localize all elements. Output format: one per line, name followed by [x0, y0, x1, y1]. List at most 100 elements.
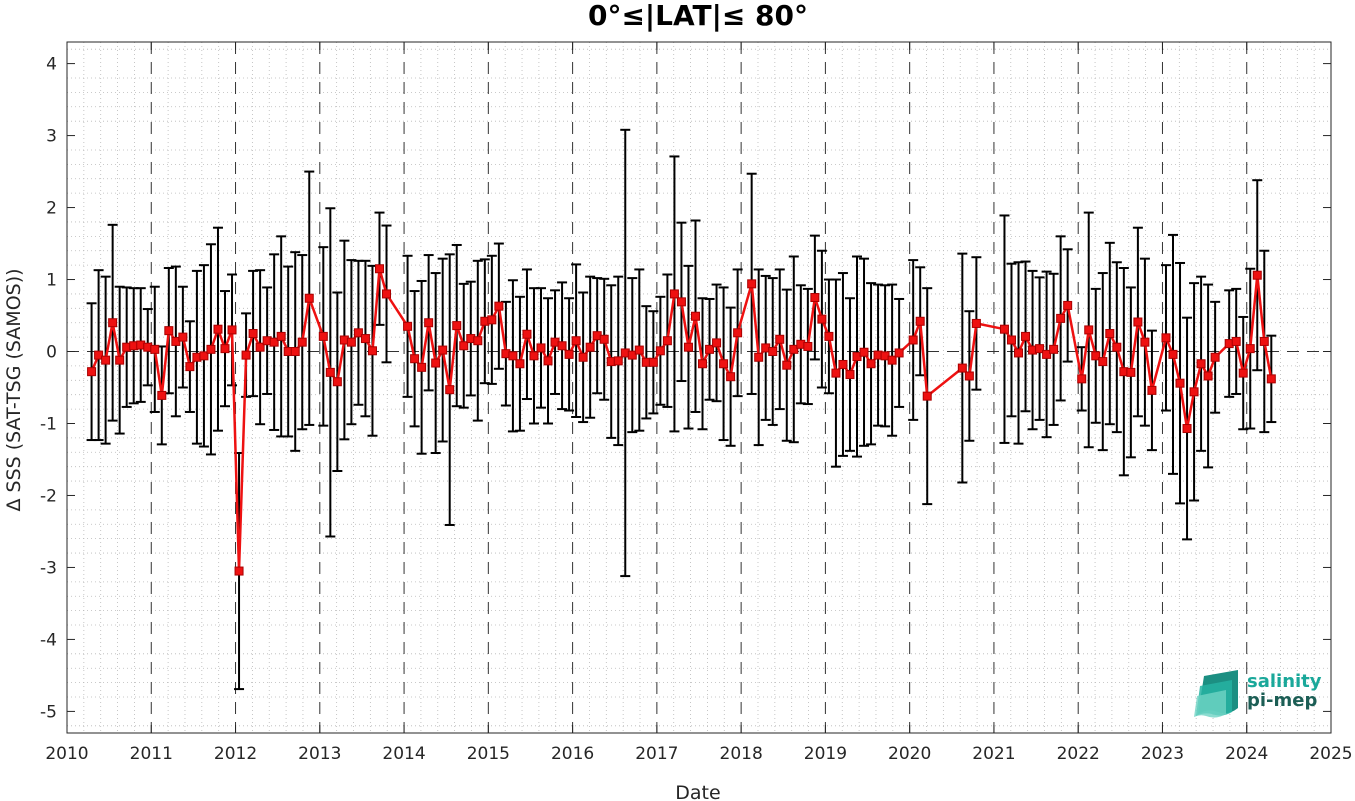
data-point [564, 349, 574, 359]
data-point [964, 371, 974, 381]
data-point [908, 335, 918, 345]
data-point [508, 351, 518, 361]
data-point [894, 348, 904, 358]
data-point [290, 347, 300, 357]
axis-ticks [66, 42, 1332, 733]
x-tick-label: 2013 [298, 744, 341, 764]
data-point [227, 325, 237, 335]
plot-frame [66, 41, 1332, 734]
x-tick-label: 2019 [804, 744, 847, 764]
y-tick-label: 3 [46, 127, 57, 147]
y-tick-label: 2 [46, 199, 57, 219]
data-point [817, 314, 827, 324]
data-point [999, 324, 1009, 334]
y-tick-label: 1 [46, 271, 57, 291]
error-bars [86, 128, 1277, 691]
x-tick-label: 2025 [1309, 744, 1352, 764]
data-point [199, 351, 209, 361]
data-point [108, 318, 118, 328]
data-point [1098, 357, 1108, 367]
x-tick-label: 2010 [45, 744, 88, 764]
data-point [346, 337, 356, 347]
y-tick-label: -3 [40, 558, 57, 578]
data-point [754, 352, 764, 362]
data-point [662, 336, 672, 346]
data-point [810, 293, 820, 303]
data-point [1112, 342, 1122, 352]
data-point [234, 566, 244, 576]
data-point [1252, 270, 1262, 280]
data-point [360, 334, 370, 344]
data-point [733, 328, 743, 338]
y-tick-label: -2 [40, 486, 57, 506]
data-point [719, 359, 729, 369]
data-point [1126, 367, 1136, 377]
data-point [859, 347, 869, 357]
data-point [803, 341, 813, 351]
x-tick-label: 2020 [888, 744, 931, 764]
data-point [627, 350, 637, 360]
data-point [1266, 374, 1276, 384]
data-point [669, 289, 679, 299]
data-point [206, 344, 216, 354]
data-point [866, 359, 876, 369]
data-point [529, 351, 539, 361]
data-point [220, 344, 230, 354]
data-point [1147, 385, 1157, 395]
data-point [403, 321, 413, 331]
data-point [1063, 300, 1073, 310]
data-point [1245, 344, 1255, 354]
data-point [536, 343, 546, 353]
grid [67, 42, 1331, 733]
x-tick-label: 2016 [551, 744, 594, 764]
data-point [1259, 336, 1269, 346]
data-point [445, 385, 455, 395]
data-point [94, 350, 104, 360]
data-point [726, 372, 736, 382]
x-tick-label: 2022 [1057, 744, 1100, 764]
data-point [115, 355, 125, 365]
x-tick-label: 2017 [635, 744, 678, 764]
x-tick-label: 2011 [130, 744, 173, 764]
x-tick-label: 2021 [972, 744, 1015, 764]
x-tick-label: 2012 [214, 744, 257, 764]
data-point [971, 318, 981, 328]
x-tick-label: 2014 [382, 744, 425, 764]
data-point [494, 301, 504, 311]
data-point [1182, 424, 1192, 434]
data-point [1006, 335, 1016, 345]
data-point [1161, 333, 1171, 343]
data-point [1231, 336, 1241, 346]
data-point [424, 318, 434, 328]
data-point [1077, 374, 1087, 384]
data-point [683, 342, 693, 352]
data-point [1014, 348, 1024, 358]
data-point [297, 337, 307, 347]
data-point [157, 390, 167, 400]
data-point [915, 316, 925, 326]
data-point [1021, 331, 1031, 341]
data-point [438, 345, 448, 355]
data-point [887, 355, 897, 365]
y-tick-label: 0 [46, 343, 57, 363]
data-point [431, 358, 441, 368]
data-point [452, 321, 462, 331]
data-point [922, 391, 932, 401]
data-point [410, 354, 420, 364]
data-point [634, 345, 644, 355]
data-point [1056, 313, 1066, 323]
x-tick-labels: 2010 2011 2012 2013 2014 2015 2016 2017 2018 2019… [45, 744, 1352, 764]
data-point [775, 334, 785, 344]
x-tick-label: 2024 [1225, 744, 1268, 764]
data-point [164, 326, 174, 336]
data-point [178, 332, 188, 342]
chart-title: 0°≤|LAT|≤ 80° [588, 0, 808, 32]
data-point [241, 350, 251, 360]
data-point [789, 344, 799, 354]
data-point [1189, 387, 1199, 397]
data-point [676, 297, 686, 307]
data-point [712, 338, 722, 348]
data-point [1084, 325, 1094, 335]
data-point [1105, 329, 1115, 339]
data-point [768, 347, 778, 357]
